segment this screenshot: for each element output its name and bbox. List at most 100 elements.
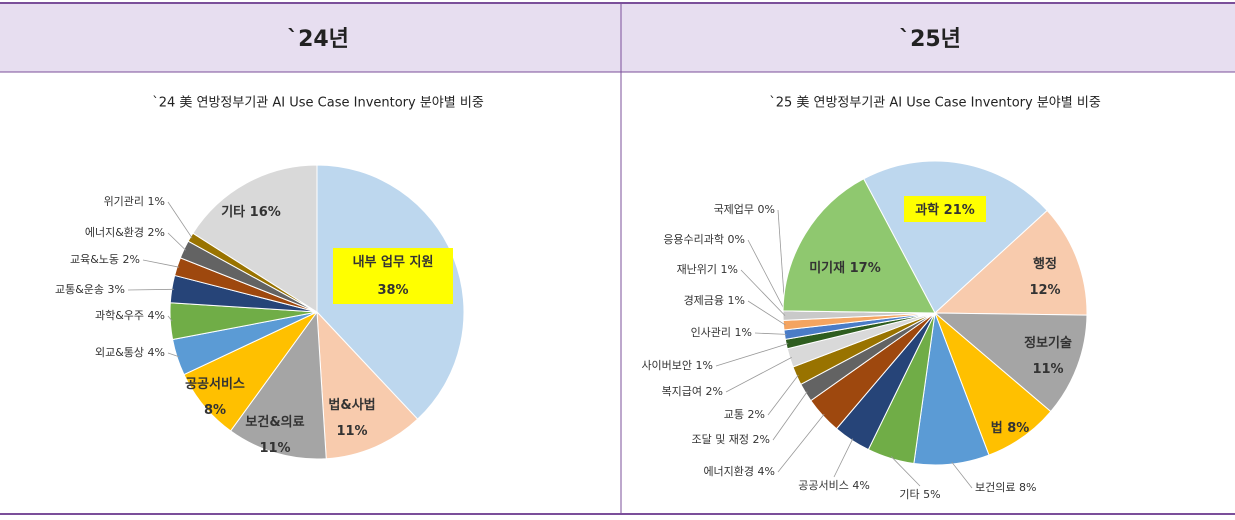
slice-label: 에너지환경 4% — [703, 465, 775, 478]
slice-label: 기타 5% — [899, 488, 940, 501]
label-part: 정보기술 — [1024, 335, 1072, 351]
label-part: 법&사법 — [328, 397, 375, 413]
label-part: 에너지환경 — [703, 465, 754, 478]
slice-label: 인사관리 1% — [691, 326, 752, 339]
leader-line — [127, 288, 174, 291]
label-part: 4% — [148, 346, 165, 359]
label-part: 사이버보안 — [641, 359, 692, 372]
label-part: 1% — [728, 294, 745, 307]
label-part: 재난위기 — [677, 263, 717, 276]
label-part: 17% — [850, 261, 881, 276]
slice-label: 38% — [377, 283, 408, 298]
highlight — [333, 248, 453, 304]
slice-label: 국제업무 0% — [714, 203, 775, 216]
slice-label: 내부 업무 지원 — [353, 254, 434, 270]
pie-slice — [316, 310, 419, 460]
slice-label: 법 8% — [991, 420, 1030, 436]
label-part: 국제업무 — [714, 203, 754, 216]
label-part: 2% — [123, 253, 140, 266]
label-part: 미기재 — [809, 260, 845, 276]
label-part: 에너지&환경 — [85, 226, 144, 239]
pie-slice — [229, 310, 327, 460]
label-part: 11% — [336, 424, 367, 439]
leader-line — [890, 456, 921, 487]
leader-line — [725, 357, 792, 393]
label-part: 법 — [991, 420, 1003, 436]
label-part: 8% — [204, 403, 226, 418]
leader-line — [142, 259, 180, 268]
label-part: 기타 — [899, 488, 919, 501]
label-part: 11% — [1032, 362, 1063, 377]
leader-line — [747, 239, 786, 312]
leader-line — [167, 201, 193, 239]
label-part: 보건의료 — [975, 481, 1015, 494]
chart-title: `25 美 연방정부기관 AI Use Case Inventory 분야별 비… — [769, 96, 1101, 111]
leader-line — [715, 343, 789, 367]
label-part: 과학&우주 — [95, 309, 144, 322]
label-part: 행정 — [1033, 256, 1057, 272]
label-part: 응용수리과학 — [663, 233, 724, 246]
label-part: 인사관리 — [691, 326, 731, 339]
label-part: 38% — [377, 283, 408, 298]
slice-label: 8% — [204, 403, 226, 418]
label-part: 2% — [706, 385, 723, 398]
slice-label: 재난위기 1% — [677, 263, 738, 276]
slice-label: 위기관리 1% — [104, 195, 165, 208]
slice-label: 미기재 17% — [809, 260, 881, 276]
slice-label: 정보기술 — [1024, 335, 1072, 351]
pie-slice — [192, 164, 318, 313]
label-part: 과학 — [915, 202, 939, 218]
label-part: 기타 — [221, 204, 245, 220]
leader-line — [747, 300, 786, 326]
label-part: 내부 업무 지원 — [353, 254, 434, 270]
label-part: 공공서비스 — [185, 377, 245, 392]
label-part: 11% — [259, 441, 290, 456]
label-part: 교육&노동 — [70, 253, 119, 266]
pie-slice — [933, 209, 1088, 316]
label-part: 0% — [728, 233, 745, 246]
leader-line — [754, 332, 787, 335]
label-part: 경제금융 — [684, 294, 724, 307]
slice-label: 공공서비스 4% — [798, 479, 870, 492]
slice-label: 11% — [1032, 362, 1063, 377]
slice-label: 사이버보안 1% — [641, 359, 713, 372]
slice-label: 응용수리과학 0% — [663, 233, 745, 246]
slice-label: 법&사법 — [328, 397, 375, 413]
label-part: 8% — [1007, 421, 1029, 436]
chart-title: `24 美 연방정부기관 AI Use Case Inventory 분야별 비… — [152, 96, 484, 111]
leader-line — [951, 461, 973, 489]
slice-label: 보건의료 8% — [975, 481, 1036, 494]
label-part: 21% — [944, 203, 975, 218]
leader-line — [167, 352, 180, 358]
label-part: 보건&의료 — [245, 414, 304, 430]
leader-line — [767, 374, 799, 416]
label-part: 1% — [721, 263, 738, 276]
slice-label: 교육&노동 2% — [70, 253, 140, 266]
label-part: 4% — [758, 465, 775, 478]
label-part: 1% — [696, 359, 713, 372]
slice-label: 복지급여 2% — [662, 385, 723, 398]
label-part: 12% — [1029, 283, 1060, 298]
column-header: `24년 — [287, 27, 349, 52]
slice-label: 경제금융 1% — [684, 294, 745, 307]
label-part: 교통&운송 — [55, 283, 104, 296]
label-part: 8% — [1019, 481, 1036, 494]
slice-label: 교통 2% — [724, 408, 765, 421]
label-part: 3% — [108, 283, 125, 296]
slice-label: 과학 21% — [915, 202, 975, 218]
slice-label: 에너지&환경 2% — [85, 226, 165, 239]
leader-line — [167, 232, 187, 251]
slice-label: 조달 및 재정 2% — [691, 433, 770, 446]
label-part: 2% — [753, 433, 770, 446]
label-part: 1% — [735, 326, 752, 339]
label-part: 교통 — [724, 408, 744, 421]
label-part: 위기관리 — [104, 195, 144, 208]
slice-label: 행정 — [1033, 256, 1057, 272]
slice-label: 11% — [336, 424, 367, 439]
label-part: 0% — [758, 203, 775, 216]
slice-label: 12% — [1029, 283, 1060, 298]
column-header: `25년 — [899, 27, 961, 52]
label-part: 조달 및 재정 — [691, 433, 749, 446]
slice-label: 기타 16% — [221, 204, 281, 220]
